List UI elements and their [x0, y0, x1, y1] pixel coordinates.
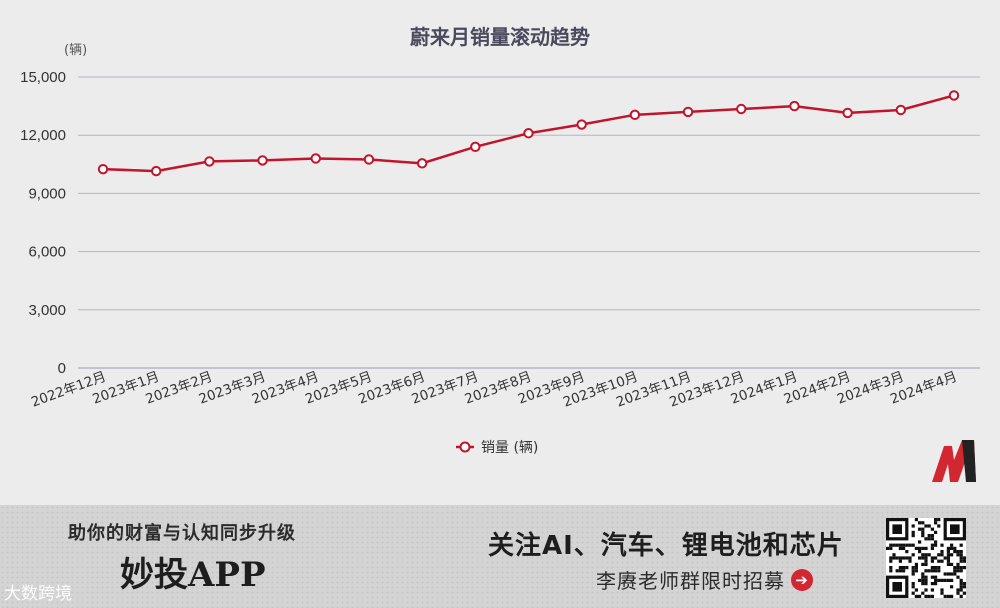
data-point	[948, 90, 960, 101]
data-point	[150, 165, 162, 177]
data-point	[523, 128, 534, 139]
promo-banner[interactable]: 助你的财富与认知同步升级 妙投APP 大数跨境 关注AI、汽车、锂电池和芯片 李…	[0, 505, 1000, 608]
data-point	[576, 119, 587, 130]
legend-label: 销量 (辆)	[481, 440, 538, 456]
banner-app-name: 妙投APP	[120, 555, 266, 595]
legend: 销量 (辆)	[456, 440, 538, 456]
data-point	[97, 163, 109, 175]
data-point	[310, 153, 321, 164]
data-point	[363, 154, 375, 165]
data-point	[789, 100, 800, 112]
x-axis-ticks: 2022年12月2023年1月2023年2月2023年3月2023年4月2023…	[29, 369, 959, 411]
y-tick-label: 9,000	[28, 185, 66, 202]
y-axis-ticks: 15,000 12,000 9,000 6,000 3,000 0	[20, 69, 66, 377]
watermark-text: 大数跨境	[4, 584, 72, 604]
m-logo-icon	[932, 440, 976, 482]
y-tick-label: 0	[58, 360, 66, 377]
y-tick-label: 6,000	[28, 244, 66, 261]
banner-slogan: 助你的财富与认知同步升级	[68, 523, 296, 544]
data-point	[736, 103, 747, 115]
data-point	[842, 107, 853, 119]
y-unit-label: (辆)	[64, 43, 87, 58]
data-point	[895, 104, 907, 116]
data-point	[416, 158, 428, 169]
data-point	[629, 109, 641, 121]
line-chart: 蔚来月销量滚动趋势 (辆) 15,000 12,000 9,000 6,000 3,00…	[20, 25, 980, 456]
data-point	[470, 141, 481, 153]
y-tick-label: 12,000	[20, 127, 66, 144]
banner-group-recruit[interactable]: 李赓老师群限时招募 ➔	[596, 565, 813, 594]
data-point	[257, 155, 268, 166]
series-points	[97, 90, 960, 177]
chart-area: 蔚来月销量滚动趋势 (辆) 15,000 12,000 9,000 6,000 3,00…	[20, 25, 980, 482]
arrow-right-icon[interactable]: ➔	[791, 568, 813, 591]
chart-title: 蔚来月销量滚动趋势	[410, 25, 590, 49]
y-tick-label: 15,000	[20, 69, 66, 86]
data-point	[682, 106, 694, 118]
gridlines	[78, 76, 980, 369]
data-point	[204, 156, 215, 167]
banner-follow-text: 关注AI、汽车、锂电池和芯片	[488, 531, 844, 561]
banner-group-text: 李赓老师群限时招募	[596, 569, 785, 593]
qr-code-icon[interactable]	[886, 518, 966, 598]
y-tick-label: 3,000	[28, 302, 66, 319]
legend-marker	[459, 441, 471, 453]
